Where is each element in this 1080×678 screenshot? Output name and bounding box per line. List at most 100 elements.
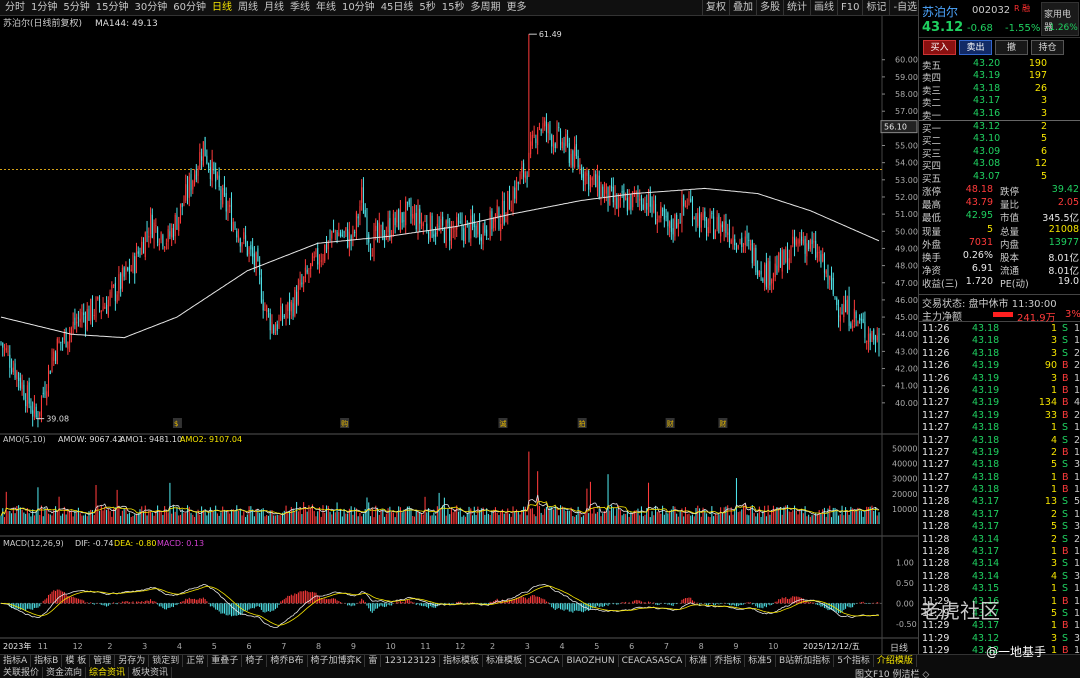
amo-bar — [9, 510, 11, 524]
info-tab[interactable]: 板块资讯 — [129, 667, 173, 678]
indicator-tab[interactable]: CEACASASCA — [619, 655, 687, 667]
chart-tool-button[interactable]: 多股 — [756, 0, 783, 16]
period-tab[interactable]: 更多 — [506, 1, 527, 13]
candle-body — [859, 317, 861, 321]
indicator-tab[interactable]: 椅子 — [242, 655, 268, 667]
period-tab[interactable]: 30分钟 — [134, 1, 168, 13]
period-tab[interactable]: 5秒 — [419, 1, 436, 13]
chart-tool-button[interactable]: 复权 — [702, 0, 729, 16]
info-tab[interactable]: 综合资讯 — [86, 667, 130, 678]
indicator-tab[interactable]: 介绍模版 — [874, 655, 917, 667]
tick-count: 2 — [1074, 533, 1080, 545]
candle-body — [264, 309, 266, 311]
amo-bar — [860, 510, 862, 524]
candle-body — [123, 267, 125, 277]
positions-button[interactable]: 持仓 — [1031, 40, 1064, 55]
period-tab[interactable]: 日线 — [211, 1, 232, 13]
macd-bar — [424, 603, 426, 607]
period-tab[interactable]: 45日线 — [380, 1, 414, 13]
kline-chart[interactable]: 60.0059.0058.0057.0056.0055.0054.0053.00… — [0, 16, 918, 654]
tick-side: B — [1062, 546, 1069, 558]
period-tab[interactable]: 分时 — [5, 1, 25, 13]
macd-bar — [804, 600, 806, 604]
stat-label: 净资 — [922, 266, 942, 278]
indicator-tab[interactable]: 指标模板 — [440, 655, 483, 667]
footer-links[interactable]: 图文F10 例洁栏 ◇ — [855, 670, 930, 678]
period-tab[interactable]: 60分钟 — [173, 1, 206, 13]
chart-tool-button[interactable]: F10 — [837, 0, 862, 16]
amo-bar — [391, 511, 393, 524]
chart-tool-button[interactable]: -自选 — [889, 0, 920, 16]
event-marker: 购 — [341, 419, 348, 428]
amo-bar — [459, 507, 461, 524]
candle-body — [412, 214, 414, 219]
indicator-tab[interactable]: 标准5 — [745, 655, 776, 667]
period-tab[interactable]: 15秒 — [441, 1, 465, 13]
period-tab[interactable]: 1分钟 — [31, 1, 58, 13]
indicator-tab[interactable]: B站新加指标 — [776, 655, 835, 667]
cancel-order-button[interactable]: 撤 — [995, 40, 1028, 55]
tick-price: 43.19 — [972, 372, 1000, 384]
buy-button[interactable]: 买入 — [923, 40, 956, 55]
amo-bar — [223, 509, 225, 524]
indicator-tab[interactable]: 模 板 — [62, 655, 91, 667]
sell-button[interactable]: 卖出 — [959, 40, 992, 55]
info-tab[interactable]: 资金流向 — [43, 667, 87, 678]
period-tab[interactable]: 季线 — [289, 1, 310, 13]
indicator-tab[interactable]: 123123123 — [381, 655, 440, 667]
period-tab[interactable]: 月线 — [263, 1, 284, 13]
amo-bar — [311, 504, 313, 524]
indicator-tab[interactable]: 管理 — [90, 655, 116, 667]
macd-bar — [491, 602, 493, 604]
macd-bar — [609, 603, 611, 605]
macd-bar — [848, 603, 850, 608]
indicator-tab[interactable]: 指标B — [31, 655, 63, 667]
chart-tool-button[interactable]: 统计 — [783, 0, 810, 16]
period-tab[interactable]: 10分钟 — [341, 1, 375, 13]
candle-body — [422, 223, 424, 227]
chart-tool-button[interactable]: 画线 — [810, 0, 837, 16]
bid-price: 43.07 — [973, 170, 1001, 182]
period-tab[interactable]: 多周期 — [470, 1, 501, 13]
indicator-tab[interactable]: 椅子加博弈K — [308, 655, 366, 667]
indicator-tab[interactable]: 重叠子 — [208, 655, 243, 667]
indicator-tab[interactable]: 乔指标 — [711, 655, 746, 667]
chart-tool-button[interactable]: 叠加 — [729, 0, 756, 16]
candle-body — [69, 332, 71, 343]
indicator-tab[interactable]: 另存为 — [115, 655, 150, 667]
macd-bar — [637, 600, 639, 604]
x-axis-label: 12 — [73, 642, 83, 651]
indicator-tab[interactable]: 指标A — [0, 655, 32, 667]
indicator-tab[interactable]: 雷 — [365, 655, 382, 667]
period-tab[interactable]: 周线 — [237, 1, 258, 13]
indicator-tab[interactable]: 椅乔B布 — [267, 655, 308, 667]
period-tab[interactable]: 5分钟 — [63, 1, 90, 13]
amo-bar — [827, 508, 829, 524]
period-tab[interactable]: 15分钟 — [95, 1, 129, 13]
amo-bar — [526, 515, 528, 524]
ask-row: 卖一 43.16 3 — [919, 108, 1080, 122]
indicator-tab[interactable]: 正常 — [183, 655, 209, 667]
bid-volume: 5 — [1040, 170, 1047, 182]
amo-bar — [456, 505, 458, 524]
macd-bar — [51, 591, 53, 604]
indicator-tab[interactable]: BIAOZHUN — [563, 655, 619, 667]
indicator-tab[interactable]: 标准模板 — [483, 655, 527, 667]
industry-box[interactable]: 家用电器 -1.26% — [1041, 2, 1079, 36]
period-tab[interactable]: 年线 — [315, 1, 336, 13]
indicator-tab[interactable]: 锁定到 — [149, 655, 184, 667]
tick-list[interactable]: 11:26 43.18 1 S 1 11:26 43.18 3 S 1 11:26 43.18 3 S 2 1… — [919, 323, 1080, 658]
indicator-tab[interactable]: SCACA — [526, 655, 564, 667]
indicator-tab[interactable]: 5个指标 — [834, 655, 874, 667]
indicator-tab[interactable]: 标准 — [686, 655, 712, 667]
candle-body — [345, 227, 347, 231]
amo-bar — [563, 508, 565, 524]
macd-bar — [179, 602, 181, 604]
chart-tool-button[interactable]: 标记 — [862, 0, 889, 16]
candle-body — [588, 170, 590, 190]
chart-svg[interactable]: 60.0059.0058.0057.0056.0055.0054.0053.00… — [0, 16, 918, 654]
info-tab[interactable]: 关联报价 — [0, 667, 44, 678]
candle-body — [830, 275, 833, 282]
amo-bar — [23, 512, 25, 524]
tick-side: B — [1062, 620, 1069, 632]
